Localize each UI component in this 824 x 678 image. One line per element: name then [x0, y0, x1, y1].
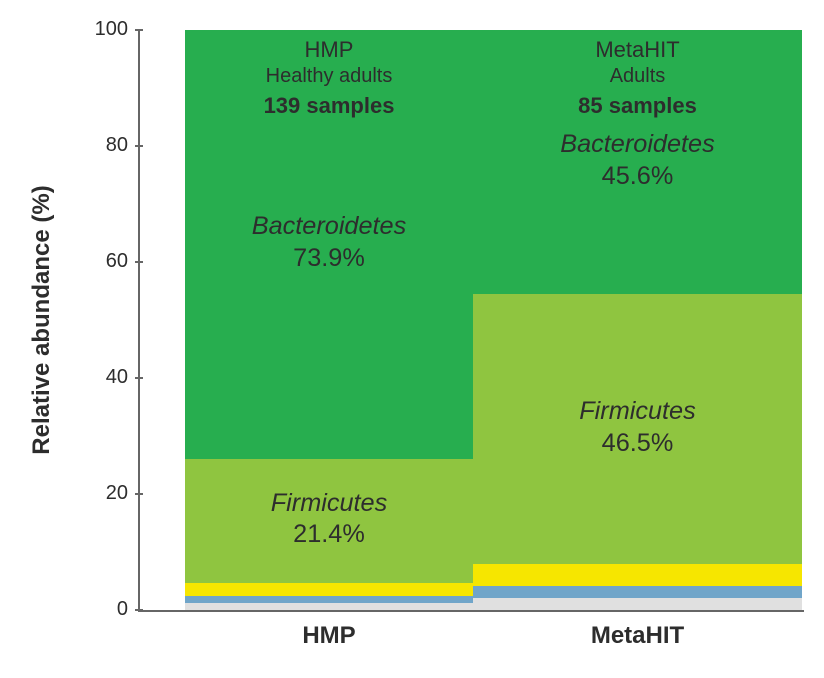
segment-taxon-label: Bacteroidetes: [185, 211, 473, 243]
y-tick: [135, 493, 143, 495]
segment-proteobacteria: [185, 583, 473, 596]
y-tick: [135, 261, 143, 263]
y-tick: [135, 377, 143, 379]
y-tick-label: 0: [68, 598, 128, 621]
y-tick-label: 40: [68, 366, 128, 389]
segment-other: [473, 598, 802, 610]
y-tick: [135, 29, 143, 31]
column-header-samples: 139 samples: [185, 93, 473, 119]
y-tick-label: 20: [68, 482, 128, 505]
x-label-metahit: MetaHIT: [473, 622, 802, 650]
column-header-hmp: HMPHealthy adults 139 samples: [185, 36, 473, 119]
y-tick: [135, 609, 143, 611]
y-tick-label: 100: [68, 18, 128, 41]
column-header-metahit: MetaHITAdults 85 samples: [473, 36, 802, 119]
y-tick: [135, 145, 143, 147]
segment-pct-label: 21.4%: [185, 519, 473, 551]
abundance-stacked-bar-chart: Relative abundance (%) 0 20 40 60 80 100 Bact…: [0, 0, 824, 678]
x-axis: [138, 610, 804, 612]
column-header-title: MetaHIT: [473, 36, 802, 64]
column-header-samples: 85 samples: [473, 93, 802, 119]
segment-pct-label: 45.6%: [473, 161, 802, 193]
segment-other: [185, 603, 473, 610]
column-header-subtitle: Healthy adults: [185, 64, 473, 89]
segment-proteobacteria: [473, 564, 802, 586]
segment-pct-label: 73.9%: [185, 243, 473, 275]
y-tick-label: 80: [68, 134, 128, 157]
segment-taxon-label: Bacteroidetes: [473, 129, 802, 161]
column-header-subtitle: Adults: [473, 64, 802, 89]
segment-pct-label: 46.5%: [473, 428, 802, 460]
segment-actinobacteria: [185, 596, 473, 603]
x-label-hmp: HMP: [185, 622, 473, 650]
column-header-title: HMP: [185, 36, 473, 64]
y-axis-title: Relative abundance (%): [28, 185, 56, 454]
segment-taxon-label: Firmicutes: [185, 488, 473, 520]
y-tick-label: 60: [68, 250, 128, 273]
segment-taxon-label: Firmicutes: [473, 396, 802, 428]
segment-actinobacteria: [473, 586, 802, 598]
